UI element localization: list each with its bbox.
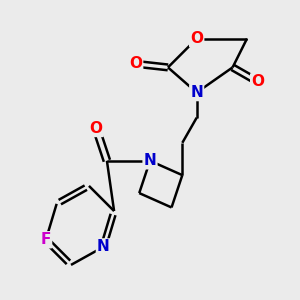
Text: O: O [90, 121, 103, 136]
Text: N: N [190, 85, 203, 100]
Text: O: O [251, 74, 264, 89]
Text: N: N [97, 239, 110, 254]
Text: O: O [190, 31, 203, 46]
Text: O: O [129, 56, 142, 71]
Text: N: N [144, 153, 156, 168]
Text: F: F [41, 232, 51, 247]
